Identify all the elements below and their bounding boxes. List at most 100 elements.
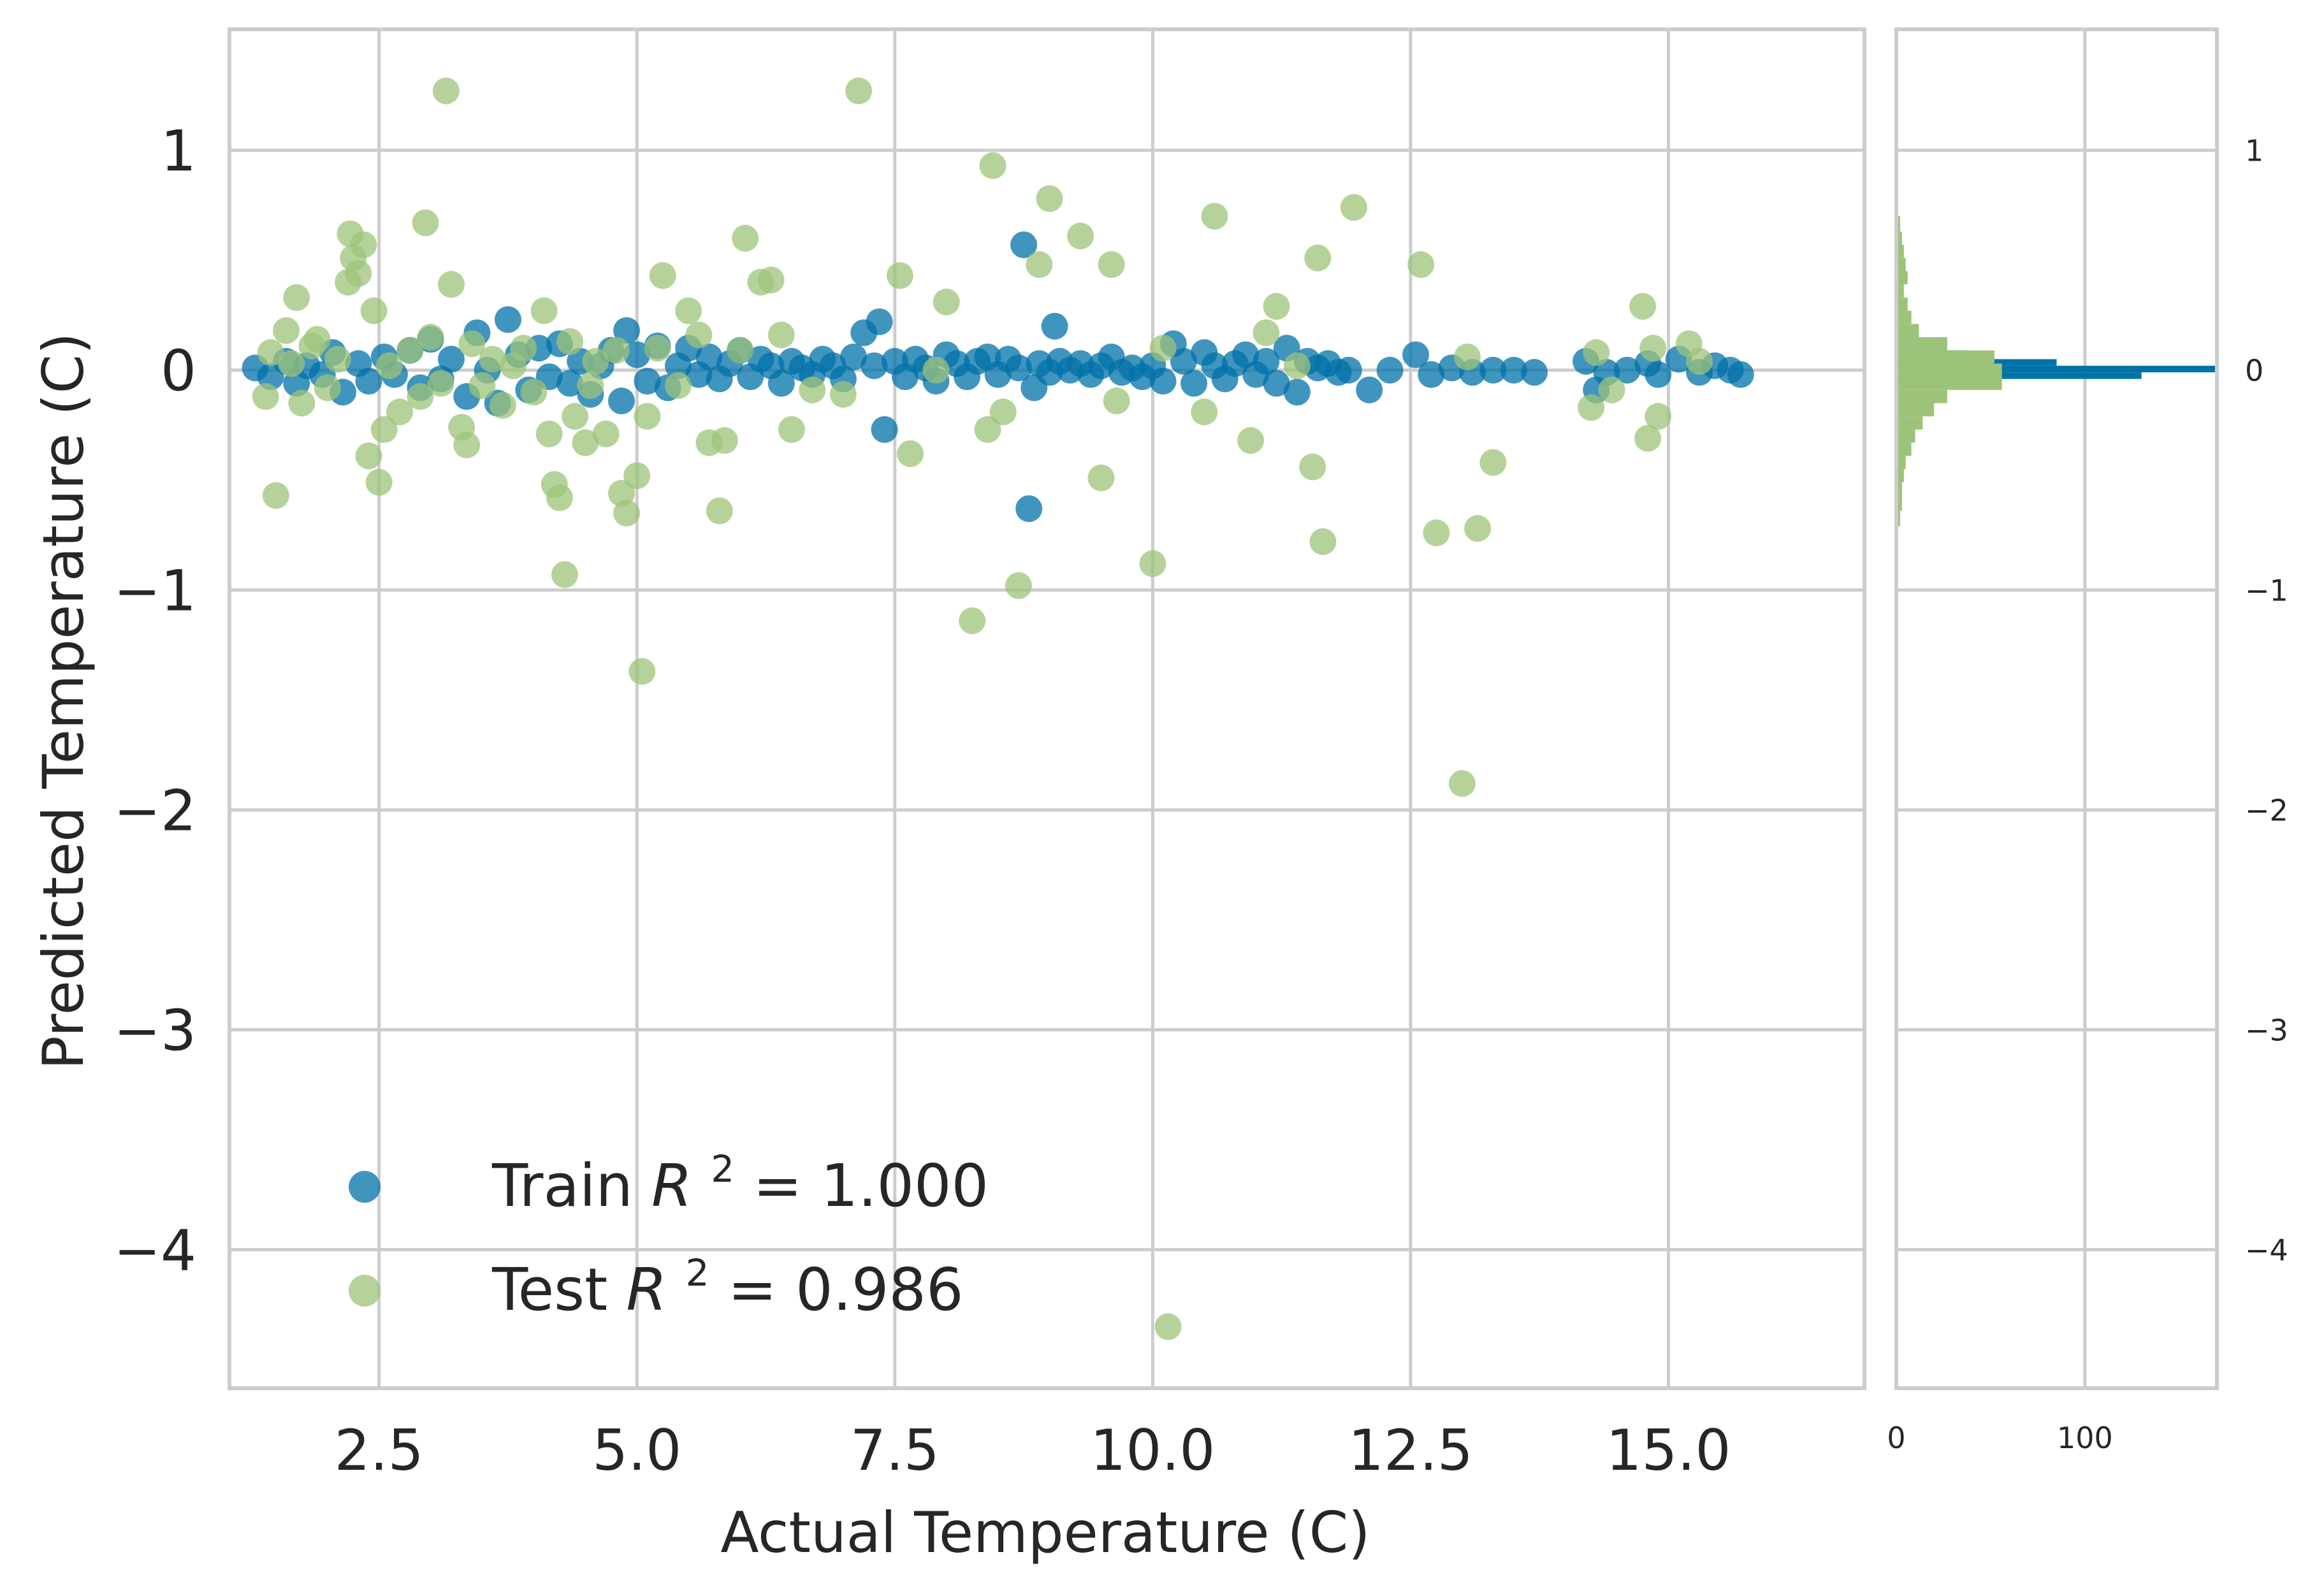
test-point	[365, 468, 393, 496]
test-point	[1201, 203, 1228, 230]
test-point	[628, 658, 656, 685]
train-point	[1005, 354, 1032, 382]
train-point	[861, 352, 888, 379]
test-point	[324, 345, 351, 373]
test-point	[577, 372, 604, 399]
main-x-tick-label: 7.5	[850, 1418, 940, 1483]
train-point	[556, 370, 584, 397]
test-point	[252, 383, 279, 410]
histogram-test-bar	[1896, 403, 1935, 417]
test-point	[602, 337, 630, 364]
histogram-x-tick-labels: 0 100	[1887, 1421, 2112, 1455]
histogram-test-bar	[1896, 310, 1912, 324]
histogram-test-bar	[1896, 429, 1915, 443]
histogram-test-bar	[1896, 350, 1994, 364]
main-plot-gridlines	[229, 29, 1864, 1388]
test-point	[1253, 319, 1280, 347]
histogram-test-bar	[1896, 271, 1908, 285]
train-point	[1180, 370, 1208, 397]
test-point	[829, 381, 857, 408]
histogram-test-bar	[1896, 231, 1902, 245]
legend-train-marker	[349, 1171, 381, 1203]
train-point	[494, 306, 521, 333]
test-point	[572, 429, 599, 456]
test-point	[345, 259, 372, 287]
train-point	[1613, 356, 1641, 384]
train-point	[355, 367, 382, 395]
test-point	[933, 288, 960, 316]
test-point	[1087, 464, 1115, 491]
test-point	[592, 420, 620, 447]
test-point	[458, 330, 486, 358]
legend-test-marker	[349, 1275, 381, 1307]
histogram-bars	[1896, 216, 2217, 542]
main-y-tick-labels: 1 0 −1 −2 −3 −4	[113, 119, 196, 1284]
histogram-test-bar	[1896, 495, 1902, 511]
histogram-y-tick-label: 1	[2245, 134, 2263, 168]
test-point	[489, 391, 516, 419]
histogram-frame	[1894, 27, 2219, 1390]
test-point	[551, 561, 578, 588]
test-point	[1583, 339, 1610, 366]
test-point	[989, 398, 1017, 426]
train-point	[1645, 361, 1672, 388]
test-point	[370, 416, 398, 443]
test-point	[1407, 251, 1435, 279]
test-point	[1578, 394, 1605, 421]
main-x-tick-label: 12.5	[1348, 1418, 1473, 1483]
histogram-test-bar	[1896, 284, 1904, 298]
train-point	[866, 308, 893, 335]
test-point	[1634, 424, 1662, 452]
test-point	[1464, 515, 1492, 542]
histogram-y-tick-label: −3	[2245, 1013, 2288, 1048]
histogram-test-bar	[1896, 297, 1908, 311]
histogram-gridlines	[1894, 29, 2217, 1388]
histogram-train-bar	[1896, 372, 2142, 379]
histogram-test-bar	[1896, 456, 1906, 469]
test-point	[1263, 293, 1290, 320]
test-point	[1423, 519, 1450, 547]
train-point	[1010, 231, 1038, 259]
y-axis-label: Predicted Temperature (C)	[31, 333, 96, 1070]
test-point	[732, 224, 759, 252]
test-point	[1154, 1313, 1182, 1340]
main-y-tick-label: −4	[113, 1218, 196, 1284]
test-point	[278, 350, 305, 377]
test-point	[562, 403, 589, 430]
test-point	[711, 427, 738, 454]
test-point	[273, 317, 300, 344]
test-point	[1639, 335, 1667, 362]
test-point	[520, 379, 548, 406]
histogram-test-bar	[1896, 377, 2002, 390]
main-y-tick-label: 0	[161, 338, 196, 404]
main-y-tick-label: −1	[113, 558, 196, 624]
test-point	[350, 231, 377, 259]
train-point	[1015, 495, 1043, 523]
test-point	[375, 352, 403, 379]
test-point	[479, 345, 506, 373]
test-point	[974, 416, 1001, 443]
test-point	[922, 356, 950, 384]
histogram-test-bar	[1896, 468, 1904, 482]
test-point	[1237, 427, 1265, 454]
main-y-tick-label: −2	[113, 778, 196, 844]
test-point	[886, 262, 913, 289]
x-axis-label: Actual Temperature (C)	[720, 1500, 1370, 1565]
test-point	[432, 77, 460, 105]
histogram-y-tick-labels: 1 0 −1 −2 −3 −4	[2245, 134, 2288, 1268]
main-x-tick-label: 10.0	[1090, 1418, 1215, 1483]
histogram-y-tick-label: −1	[2245, 574, 2288, 608]
train-point	[1232, 341, 1260, 368]
train-point	[613, 317, 641, 344]
test-point	[897, 440, 924, 467]
train-point	[871, 416, 898, 443]
main-x-tick-labels: 2.5 5.0 7.5 10.0 12.5 15.0	[335, 1418, 1731, 1483]
test-point	[1149, 335, 1177, 362]
test-point	[675, 297, 702, 324]
test-point	[634, 403, 661, 430]
test-series	[252, 77, 1713, 1340]
train-point	[1727, 361, 1754, 388]
test-point	[355, 442, 382, 470]
